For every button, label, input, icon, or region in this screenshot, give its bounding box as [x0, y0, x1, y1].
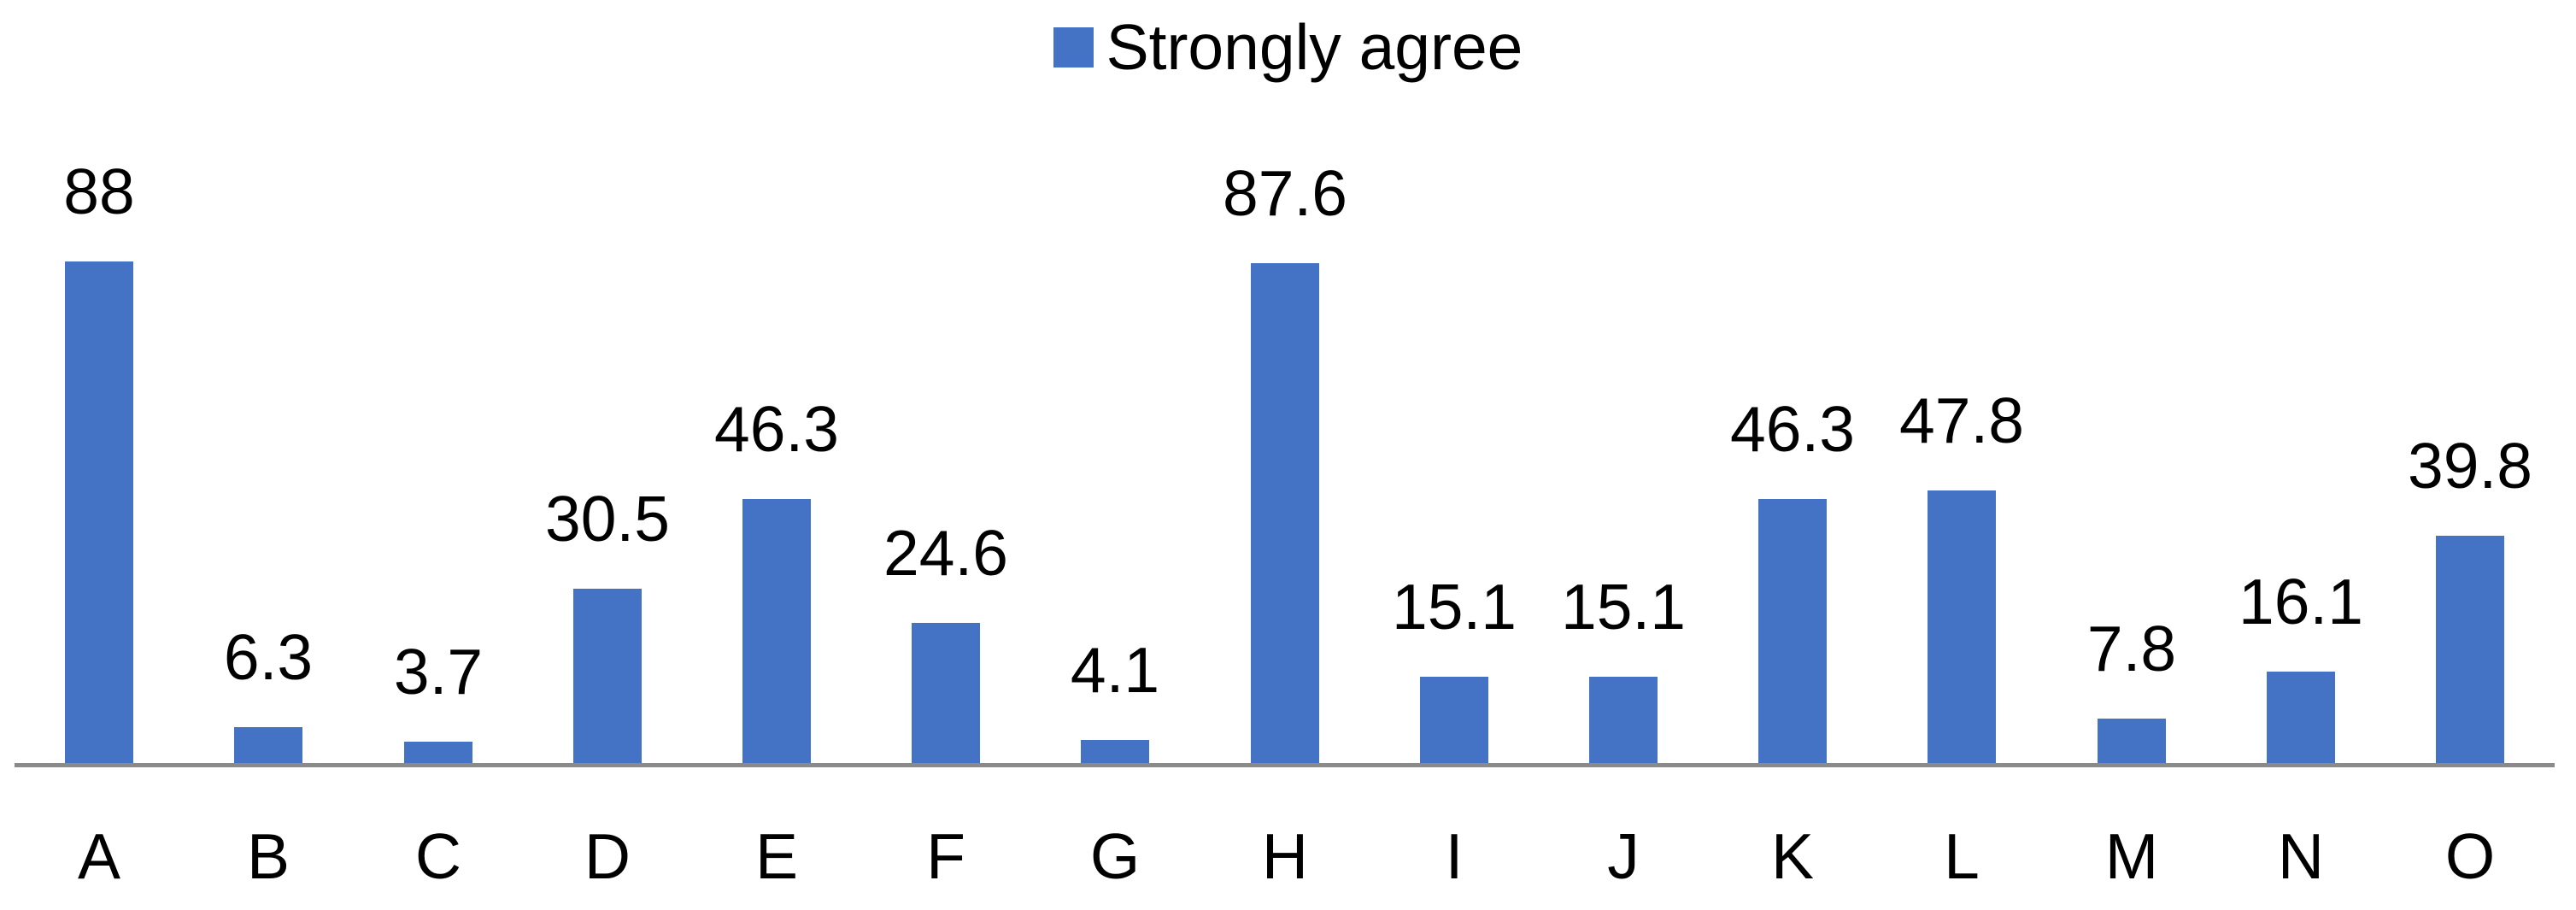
bar-G	[1081, 740, 1149, 763]
legend-label: Strongly agree	[1106, 11, 1523, 83]
bar-value-label-C: 3.7	[393, 636, 484, 707]
bar-I	[1420, 677, 1488, 763]
bar-N	[2267, 672, 2335, 763]
bar-value-label-K: 46.3	[1730, 393, 1855, 465]
bar-value-label-O: 39.8	[2408, 430, 2532, 502]
bar-value-label-A: 88	[63, 156, 135, 227]
x-axis-label-J: J	[1607, 820, 1640, 892]
bar-value-label-E: 46.3	[714, 393, 839, 465]
x-axis-label-L: L	[1944, 820, 1980, 892]
bar-C	[404, 742, 472, 763]
bar-value-label-D: 30.5	[545, 483, 670, 555]
x-axis-label-B: B	[246, 820, 290, 892]
bar-J	[1589, 677, 1658, 763]
bar-value-label-N: 16.1	[2239, 566, 2363, 637]
x-axis-label-O: O	[2444, 820, 2496, 892]
bar-A	[65, 261, 133, 763]
bar-value-label-L: 47.8	[1899, 385, 2024, 456]
x-axis-label-A: A	[77, 820, 121, 892]
x-axis-label-M: M	[2104, 820, 2159, 892]
x-axis-label-K: K	[1770, 820, 1815, 892]
bar-F	[912, 623, 980, 763]
bar-value-label-B: 6.3	[223, 621, 314, 693]
x-axis-label-N: N	[2277, 820, 2325, 892]
x-axis-label-G: G	[1089, 820, 1141, 892]
bar-B	[234, 727, 302, 763]
bar-M	[2098, 719, 2166, 763]
bar-value-label-F: 24.6	[883, 517, 1008, 589]
x-axis-line	[15, 763, 2555, 767]
bar-value-label-I: 15.1	[1392, 571, 1517, 643]
bar-D	[573, 589, 642, 763]
bar-value-label-G: 4.1	[1070, 634, 1160, 706]
x-axis-label-E: E	[754, 820, 799, 892]
legend-swatch	[1053, 27, 1094, 68]
x-axis-label-D: D	[584, 820, 631, 892]
x-axis-label-C: C	[414, 820, 462, 892]
bar-value-label-M: 7.8	[2086, 613, 2177, 684]
bar-E	[742, 499, 811, 763]
x-axis-label-F: F	[926, 820, 965, 892]
bar-K	[1758, 499, 1827, 763]
bar-O	[2436, 536, 2504, 763]
bar-value-label-J: 15.1	[1561, 571, 1686, 643]
bar-L	[1928, 490, 1996, 763]
x-axis-label-I: I	[1445, 820, 1464, 892]
bar-H	[1251, 263, 1319, 763]
x-axis-label-H: H	[1261, 820, 1309, 892]
bar-value-label-H: 87.6	[1223, 157, 1347, 229]
chart-legend: Strongly agree	[0, 15, 2576, 79]
